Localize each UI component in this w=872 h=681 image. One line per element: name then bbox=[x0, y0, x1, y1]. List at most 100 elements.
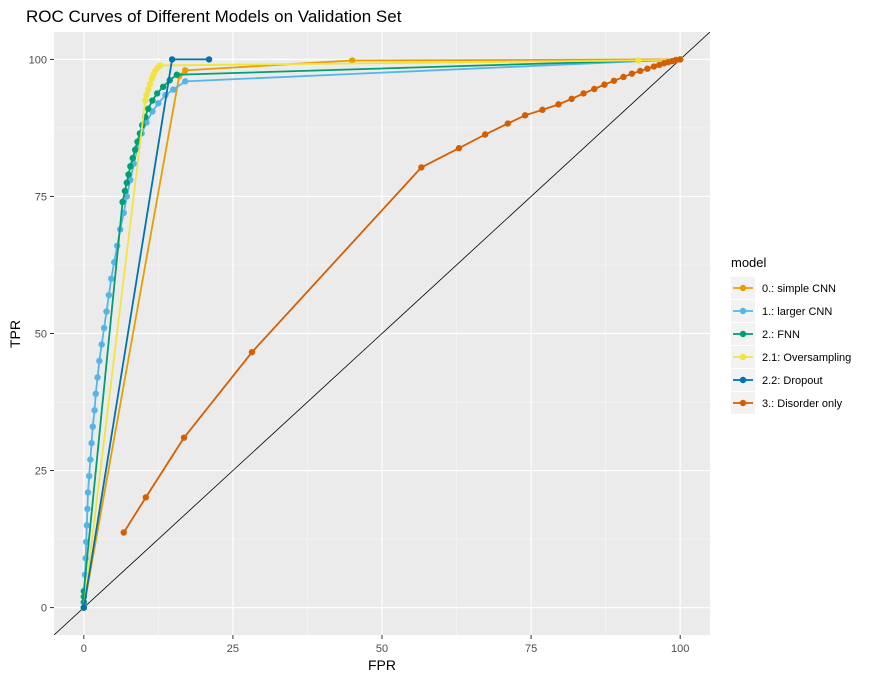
data-point bbox=[168, 56, 176, 63]
data-point bbox=[120, 529, 127, 536]
legend-label: 3.: Disorder only bbox=[762, 398, 843, 410]
data-point bbox=[620, 73, 627, 81]
data-point bbox=[637, 67, 644, 75]
data-point bbox=[568, 95, 575, 103]
legend-label: 0.: simple CNN bbox=[762, 283, 836, 295]
data-point bbox=[610, 77, 618, 84]
data-point bbox=[94, 374, 101, 381]
data-point bbox=[100, 324, 108, 332]
data-point bbox=[555, 101, 562, 108]
data-point bbox=[601, 81, 608, 88]
series-2-2-dropout bbox=[80, 56, 213, 611]
x-axis-label: FPR bbox=[368, 657, 396, 673]
data-point bbox=[182, 67, 189, 74]
data-point bbox=[248, 348, 256, 356]
x-tick-label: 25 bbox=[227, 643, 239, 655]
series-layer bbox=[80, 56, 684, 611]
data-point bbox=[418, 164, 425, 171]
data-point bbox=[87, 456, 94, 463]
x-tick-label: 75 bbox=[525, 643, 537, 655]
data-point bbox=[131, 146, 139, 154]
x-tick-label: 0 bbox=[81, 643, 87, 655]
data-point bbox=[145, 105, 152, 112]
data-point bbox=[98, 341, 105, 348]
data-point bbox=[85, 472, 93, 480]
data-point bbox=[80, 604, 88, 611]
diagonal-line bbox=[54, 32, 710, 635]
legend: model 0.: simple CNN 1.: larger CNN 2.: FN… bbox=[731, 255, 851, 414]
data-point bbox=[143, 91, 150, 99]
data-point bbox=[142, 494, 150, 501]
data-point bbox=[89, 423, 96, 430]
data-point bbox=[591, 85, 598, 93]
data-point bbox=[121, 187, 129, 195]
data-point bbox=[173, 71, 181, 78]
legend-key-point bbox=[739, 399, 747, 407]
data-point bbox=[159, 83, 167, 91]
data-point bbox=[348, 57, 356, 64]
data-point bbox=[123, 193, 130, 200]
chart-title: ROC Curves of Different Models on Valida… bbox=[26, 7, 402, 26]
series-3-disorder-only bbox=[120, 56, 684, 536]
data-point bbox=[84, 505, 91, 513]
data-point bbox=[149, 97, 156, 104]
data-point bbox=[156, 62, 164, 69]
legend-title: model bbox=[731, 255, 767, 270]
data-point bbox=[91, 407, 98, 414]
series-line bbox=[82, 58, 681, 608]
data-point bbox=[180, 434, 188, 441]
y-tick-label: 50 bbox=[35, 329, 47, 341]
data-point bbox=[676, 56, 684, 63]
data-point bbox=[650, 63, 658, 70]
y-tick-label: 0 bbox=[41, 603, 47, 615]
data-point bbox=[127, 163, 134, 170]
data-point bbox=[83, 522, 91, 529]
x-axis-ticks: 0 25 50 75 100 bbox=[81, 635, 689, 655]
data-point bbox=[153, 90, 161, 97]
data-point bbox=[92, 390, 99, 397]
data-point bbox=[88, 439, 95, 447]
series-2-1-oversampling bbox=[80, 56, 684, 611]
data-point bbox=[145, 86, 152, 93]
data-point bbox=[123, 179, 130, 186]
data-point bbox=[96, 357, 103, 365]
diagonal-reference-line bbox=[54, 32, 710, 635]
data-point bbox=[134, 138, 141, 145]
data-point bbox=[146, 80, 154, 88]
legend-key-point bbox=[739, 284, 747, 292]
legend-label: 2.: FNN bbox=[762, 329, 800, 341]
x-tick-label: 50 bbox=[376, 643, 388, 655]
data-point bbox=[628, 70, 636, 77]
data-point bbox=[455, 145, 463, 152]
data-point bbox=[142, 97, 149, 104]
y-tick-label: 25 bbox=[35, 466, 47, 478]
y-axis-label: TPR bbox=[7, 320, 23, 348]
data-point bbox=[108, 275, 115, 282]
data-point bbox=[129, 154, 136, 162]
data-point bbox=[635, 57, 642, 64]
legend-label: 2.1: Oversampling bbox=[762, 352, 851, 364]
data-point bbox=[539, 106, 546, 114]
data-point bbox=[125, 171, 132, 178]
data-point bbox=[205, 56, 213, 63]
data-point bbox=[521, 112, 529, 119]
legend-key-point bbox=[739, 307, 747, 315]
legend-key-point bbox=[739, 330, 747, 338]
data-point bbox=[481, 131, 489, 138]
y-tick-label: 100 bbox=[29, 54, 47, 66]
data-point bbox=[103, 308, 110, 315]
y-tick-label: 75 bbox=[35, 191, 47, 203]
legend-key-point bbox=[739, 376, 747, 384]
data-point bbox=[182, 78, 189, 85]
legend-label: 2.2: Dropout bbox=[762, 375, 823, 387]
y-axis-ticks: 0 25 50 75 100 bbox=[29, 54, 54, 615]
data-point bbox=[155, 100, 162, 107]
legend-key-point bbox=[739, 353, 747, 361]
data-point bbox=[105, 291, 113, 299]
x-tick-label: 100 bbox=[671, 643, 689, 655]
data-point bbox=[504, 120, 512, 127]
data-point bbox=[119, 198, 126, 206]
data-point bbox=[84, 489, 92, 496]
data-point bbox=[170, 86, 177, 93]
